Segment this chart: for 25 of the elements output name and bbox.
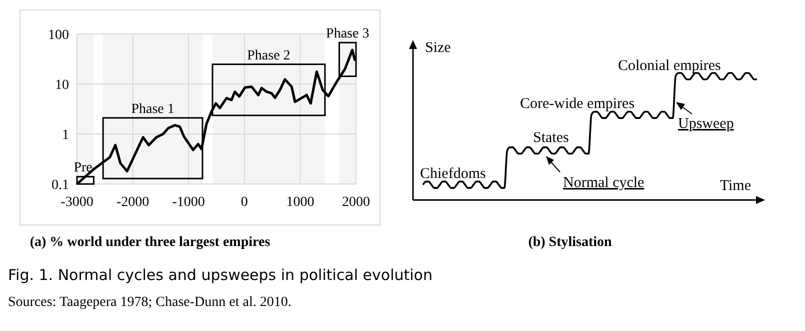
x-tick-label: 1000 [286, 195, 314, 210]
annotation: Colonial empires [618, 58, 722, 74]
x-axis-title: Time [720, 178, 752, 194]
y-tick-label: 1 [62, 128, 69, 143]
text: (b) Stylisation [528, 235, 612, 250]
x-tick-label: -1000 [172, 195, 205, 210]
y-tick-label: 0.1 [52, 178, 69, 193]
y-axis-title: Size [425, 40, 452, 56]
band-label: Phase 3 [326, 26, 370, 42]
annotation: Upsweep [678, 116, 734, 132]
annotation: Chiefdoms [420, 166, 486, 182]
y-tick-label: 100 [48, 28, 69, 43]
annotation: Normal cycle [563, 175, 645, 191]
annotation: Core-wide empires [520, 96, 635, 112]
source-note: Sources: Taagepera 1978; Chase-Dunn et al. 2010. [8, 295, 292, 310]
caption: Fig. 1. Normal cycles and upsweeps in political evolution [8, 266, 432, 284]
x-tick-label: -3000 [60, 195, 94, 210]
x-tick-label: 0 [240, 195, 248, 210]
x-tick-label: 2000 [342, 195, 370, 210]
annotation: States [533, 130, 569, 146]
band-label: Phase 2 [247, 48, 290, 64]
x-tick-label: -2000 [116, 195, 150, 210]
text: (a) % world under three largest empires [30, 235, 271, 250]
y-tick-label: 10 [55, 78, 69, 93]
band-label: Phase 1 [131, 102, 174, 117]
